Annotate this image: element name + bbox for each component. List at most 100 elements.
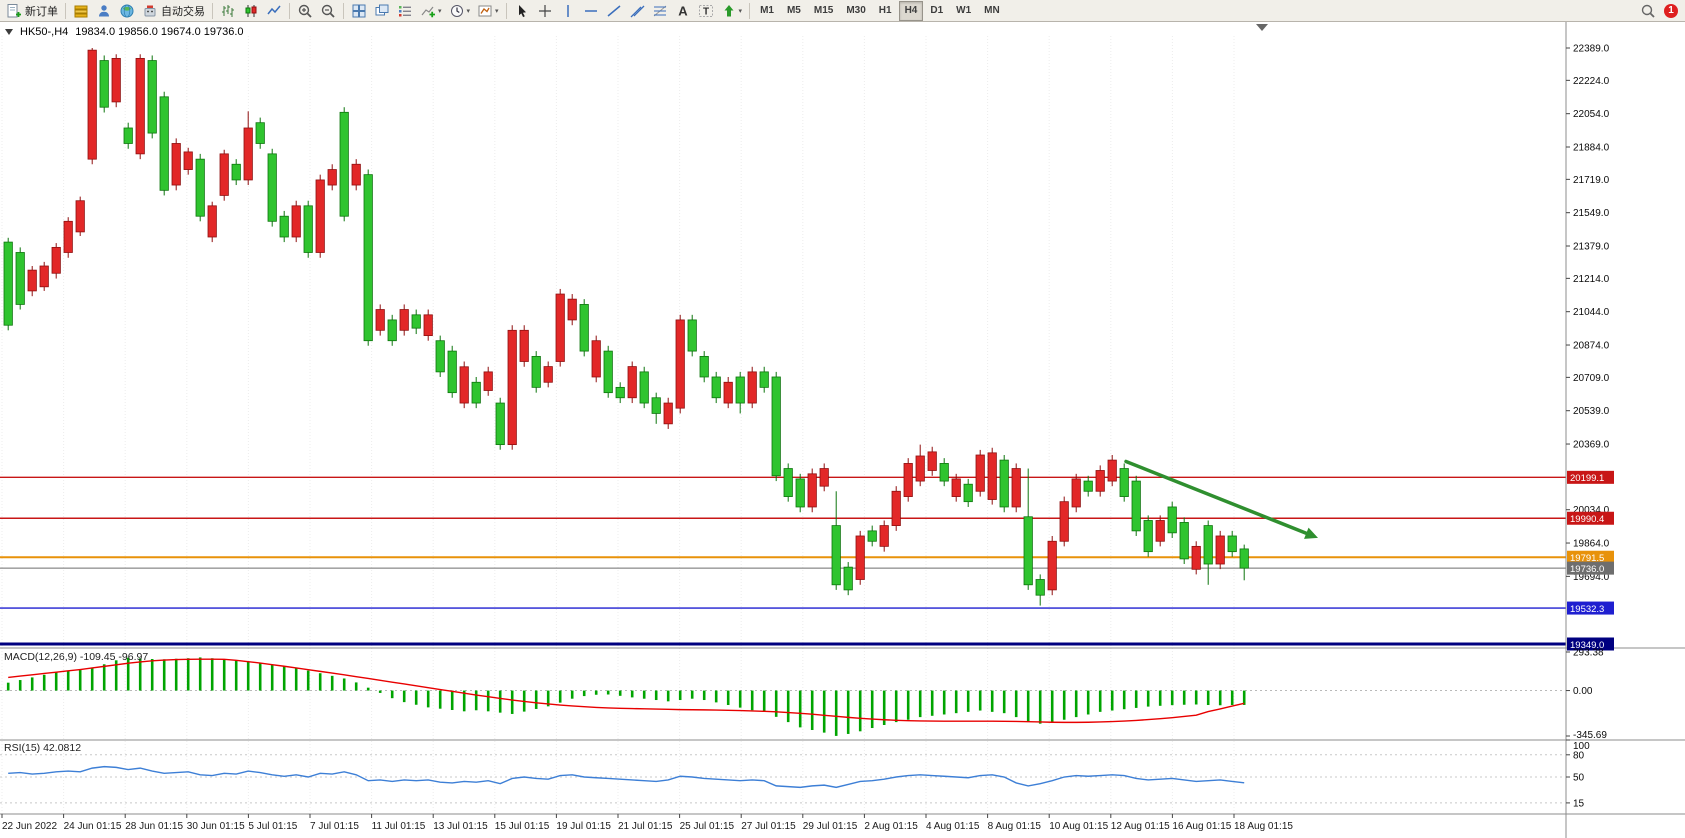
crosshair-icon: [538, 4, 551, 17]
svg-text:8 Aug 01:15: 8 Aug 01:15: [988, 821, 1042, 832]
price-badge-19990.4: [1567, 511, 1614, 525]
price-axis: 22389.0 22224.0 22054.0 21884.0 21719.0 21549…: [1566, 44, 1614, 809]
timeframe-m5[interactable]: M5: [786, 5, 801, 16]
candlestick-chart-button[interactable]: [240, 1, 262, 21]
horizontal-line-tool-button[interactable]: [580, 1, 602, 21]
line-chart-icon: [267, 5, 281, 14]
vertical-line-icon: [566, 4, 569, 17]
timeframe-m30[interactable]: M30: [846, 5, 866, 16]
vertical-line-tool-button[interactable]: [557, 1, 579, 21]
svg-text:21379.0: 21379.0: [1573, 242, 1610, 253]
bar-chart-button[interactable]: [217, 1, 239, 21]
text-label-tool-button[interactable]: T: [695, 1, 717, 21]
autotrading-button[interactable]: 自动交易: [139, 1, 208, 21]
timeframe-d1[interactable]: D1: [930, 5, 944, 16]
trend-arrow[interactable]: [1124, 459, 1312, 537]
svg-text:21044.0: 21044.0: [1573, 307, 1610, 318]
price-badge-19736.0: [1567, 561, 1614, 575]
timeframe-mn[interactable]: MN: [984, 5, 1000, 16]
tile-windows-button[interactable]: [348, 1, 370, 21]
svg-text:22389.0: 22389.0: [1573, 44, 1610, 55]
macd-indicator-label: MACD(12,26,9) -109.45 -96.97: [4, 651, 149, 663]
svg-text:24 Jun 01:15: 24 Jun 01:15: [64, 821, 122, 832]
candlestick-chart-icon: [245, 4, 257, 17]
dropdown-caret-icon: ▾: [738, 7, 743, 15]
trendline-tool-button[interactable]: [603, 1, 625, 21]
svg-text:21884.0: 21884.0: [1573, 143, 1610, 154]
new-order-button[interactable]: 新订单: [3, 1, 61, 21]
trend-arrow-head: [1304, 527, 1318, 539]
search-icon: [1641, 4, 1655, 18]
navigator-button[interactable]: [93, 1, 115, 21]
timeframe-m1[interactable]: M1: [760, 5, 774, 16]
svg-text:20034.0: 20034.0: [1573, 505, 1610, 516]
svg-text:21214.0: 21214.0: [1573, 274, 1610, 285]
svg-text:293.38: 293.38: [1573, 648, 1604, 659]
text-icon: A: [678, 3, 688, 18]
add-indicator-button[interactable]: ▾: [417, 1, 445, 21]
time-axis: 22 Jun 2022 24 Jun 01:15 28 Jun 01:15 30 Ju…: [1, 814, 1293, 832]
timeframe-w1[interactable]: W1: [956, 5, 972, 16]
timeframe-h1[interactable]: H1: [878, 5, 892, 16]
tile-windows-icon: [352, 4, 366, 17]
rsi-line: [8, 765, 1245, 789]
notification-badge[interactable]: 1: [1664, 3, 1678, 18]
svg-text:12 Aug 01:15: 12 Aug 01:15: [1111, 821, 1170, 832]
svg-text:22224.0: 22224.0: [1573, 76, 1610, 87]
price-chart-canvas[interactable]: 22389.0 22224.0 22054.0 21884.0 21719.0 21549…: [0, 22, 1685, 838]
templates-button[interactable]: ▾: [474, 1, 502, 21]
svg-text:21719.0: 21719.0: [1573, 175, 1610, 186]
svg-text:20369.0: 20369.0: [1573, 440, 1610, 451]
clock-icon: [450, 4, 463, 17]
svg-text:50: 50: [1573, 773, 1585, 784]
text-tool-button[interactable]: A: [672, 1, 694, 21]
timeframe-h4[interactable]: H4: [898, 0, 924, 21]
arrows-shapes-button[interactable]: ▾: [718, 1, 746, 21]
chart-shift-marker[interactable]: [1256, 24, 1268, 31]
templates-icon: [478, 5, 492, 16]
separator: [212, 2, 213, 19]
toolbar: 新订单: [0, 0, 1685, 22]
svg-text:19694.0: 19694.0: [1573, 572, 1610, 583]
svg-text:16 Aug 01:15: 16 Aug 01:15: [1172, 821, 1231, 832]
market-watch-icon: [74, 5, 88, 17]
zoom-out-button[interactable]: [317, 1, 339, 21]
price-badge-19532.3: [1567, 601, 1614, 615]
svg-text:-345.69: -345.69: [1573, 730, 1607, 741]
svg-text:A: A: [678, 3, 688, 18]
text-label-icon: T: [698, 4, 713, 17]
fibonacci-tool-button[interactable]: [649, 1, 671, 21]
macd-signal-line: [8, 658, 1245, 724]
trendline-icon: [607, 4, 621, 17]
arrow-shape-icon: [724, 4, 734, 16]
crosshair-tool-button[interactable]: [534, 1, 556, 21]
zoom-in-button[interactable]: [294, 1, 316, 21]
svg-text:19864.0: 19864.0: [1573, 539, 1610, 550]
svg-text:T: T: [702, 6, 708, 17]
channel-icon: [630, 5, 645, 17]
timeframe-m15[interactable]: M15: [813, 5, 834, 16]
chart-window[interactable]: HK50-,H4 19834.0 19856.0 19674.0 19736.0…: [0, 22, 1685, 838]
svg-text:19349.0: 19349.0: [1570, 640, 1604, 651]
svg-text:0.00: 0.00: [1573, 686, 1593, 697]
svg-text:29 Jul 01:15: 29 Jul 01:15: [803, 821, 858, 832]
svg-text:20539.0: 20539.0: [1573, 406, 1610, 417]
cursor-tool-button[interactable]: [511, 1, 533, 21]
market-watch-button[interactable]: [70, 1, 92, 21]
svg-text:100: 100: [1573, 741, 1590, 752]
one-click-trading-toggle[interactable]: [5, 29, 13, 35]
svg-text:20874.0: 20874.0: [1573, 341, 1610, 352]
svg-text:20709.0: 20709.0: [1573, 373, 1610, 384]
cascade-windows-button[interactable]: [371, 1, 393, 21]
cascade-windows-icon: [375, 4, 389, 15]
separator: [289, 2, 290, 19]
community-button[interactable]: [116, 1, 138, 21]
svg-text:19 Jul 01:15: 19 Jul 01:15: [556, 821, 611, 832]
periods-button[interactable]: ▾: [446, 1, 474, 21]
search-button[interactable]: [1637, 1, 1659, 21]
line-chart-button[interactable]: [263, 1, 285, 21]
objects-list-button[interactable]: [394, 1, 416, 21]
channel-tool-button[interactable]: [626, 1, 648, 21]
price-badge-19349.0: [1567, 637, 1614, 651]
